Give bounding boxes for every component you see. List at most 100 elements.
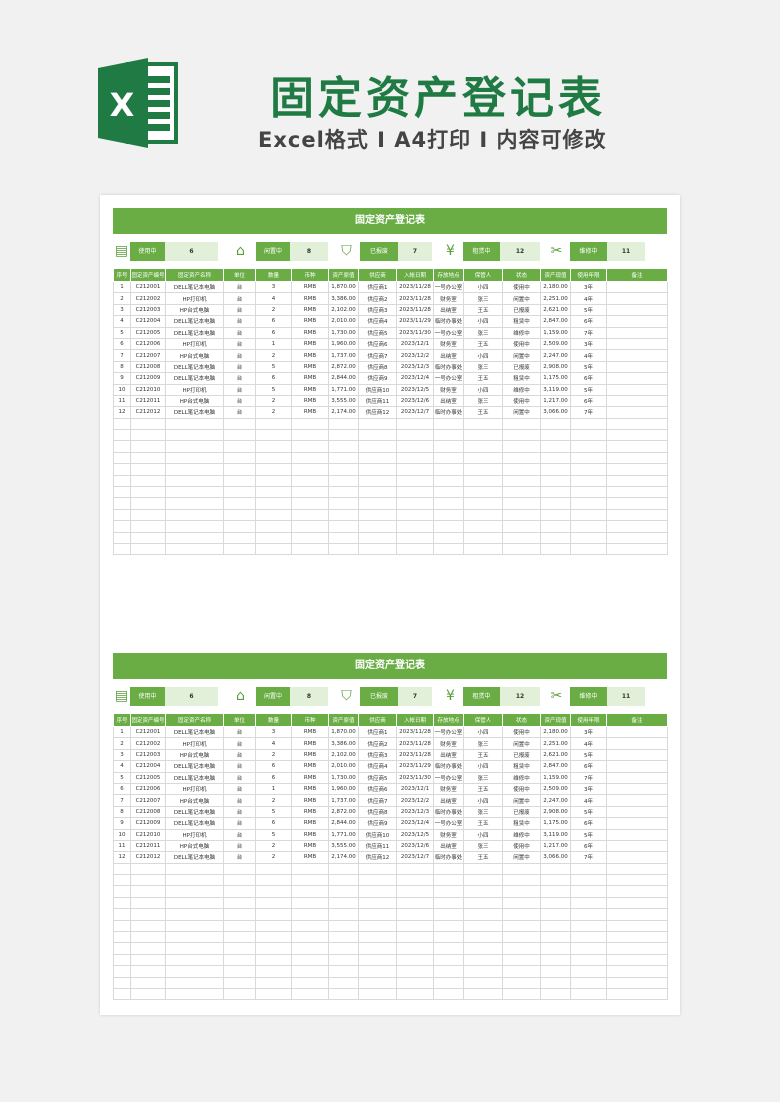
table-cell[interactable] bbox=[606, 805, 668, 819]
table-cell[interactable]: 4年 bbox=[570, 794, 607, 807]
table-cell[interactable] bbox=[291, 451, 329, 465]
table-cell[interactable]: RMB bbox=[291, 383, 329, 396]
table-cell[interactable]: 5年 bbox=[570, 360, 607, 374]
table-cell[interactable] bbox=[358, 417, 397, 431]
table-cell[interactable] bbox=[130, 417, 166, 431]
table-cell[interactable] bbox=[606, 394, 668, 408]
table-cell[interactable]: 出纳室 bbox=[433, 394, 464, 408]
table-cell[interactable]: 租赁中 bbox=[502, 817, 541, 830]
table-cell[interactable] bbox=[433, 542, 464, 556]
table-cell[interactable] bbox=[223, 885, 256, 898]
table-cell[interactable] bbox=[433, 919, 464, 933]
table-cell[interactable]: 7年 bbox=[570, 326, 607, 339]
table-cell[interactable] bbox=[606, 839, 668, 853]
table-cell[interactable] bbox=[130, 451, 166, 465]
table-cell[interactable]: 2 bbox=[113, 292, 131, 305]
table-cell[interactable]: DELL笔记本电脑 bbox=[165, 851, 224, 864]
table-cell[interactable]: 3 bbox=[255, 725, 292, 739]
table-cell[interactable] bbox=[463, 976, 503, 990]
table-cell[interactable] bbox=[113, 874, 131, 887]
table-cell[interactable] bbox=[433, 931, 464, 944]
table-cell[interactable] bbox=[358, 919, 397, 933]
table-cell[interactable]: 小四 bbox=[463, 794, 503, 807]
table-cell[interactable] bbox=[328, 896, 359, 910]
table-cell[interactable] bbox=[223, 862, 256, 876]
table-cell[interactable]: C212001 bbox=[130, 725, 166, 739]
table-cell[interactable] bbox=[540, 874, 571, 887]
table-cell[interactable]: 7年 bbox=[570, 851, 607, 864]
table-cell[interactable] bbox=[165, 440, 224, 453]
table-cell[interactable] bbox=[463, 497, 503, 510]
table-cell[interactable] bbox=[570, 953, 607, 967]
table-cell[interactable]: 7 bbox=[113, 794, 131, 807]
table-cell[interactable] bbox=[130, 486, 166, 499]
table-cell[interactable]: 4年 bbox=[570, 737, 607, 750]
table-cell[interactable]: 5 bbox=[255, 805, 292, 819]
table-cell[interactable] bbox=[540, 965, 571, 978]
table-cell[interactable]: 1,175.00 bbox=[540, 372, 571, 385]
table-cell[interactable] bbox=[130, 965, 166, 978]
table-cell[interactable]: 2,247.00 bbox=[540, 349, 571, 362]
table-cell[interactable] bbox=[433, 874, 464, 887]
table-cell[interactable]: 台 bbox=[223, 760, 256, 773]
table-cell[interactable] bbox=[463, 440, 503, 453]
table-cell[interactable]: 3,386.00 bbox=[328, 292, 359, 305]
table-cell[interactable]: 财务室 bbox=[433, 383, 464, 396]
table-cell[interactable] bbox=[165, 942, 224, 955]
table-cell[interactable] bbox=[165, 862, 224, 876]
table-cell[interactable] bbox=[358, 497, 397, 510]
table-cell[interactable] bbox=[463, 862, 503, 876]
table-cell[interactable]: HP打印机 bbox=[165, 782, 224, 796]
table-cell[interactable]: 小四 bbox=[463, 383, 503, 396]
table-cell[interactable] bbox=[130, 919, 166, 933]
table-cell[interactable] bbox=[463, 908, 503, 921]
table-cell[interactable] bbox=[255, 429, 292, 442]
table-cell[interactable]: 供应商11 bbox=[358, 839, 397, 853]
table-cell[interactable] bbox=[606, 725, 668, 739]
table-cell[interactable]: 2,102.00 bbox=[328, 748, 359, 762]
table-cell[interactable]: 3年 bbox=[570, 782, 607, 796]
table-cell[interactable] bbox=[396, 874, 434, 887]
table-cell[interactable] bbox=[255, 531, 292, 545]
table-cell[interactable]: 3,555.00 bbox=[328, 394, 359, 408]
table-cell[interactable]: 2,251.00 bbox=[540, 737, 571, 750]
table-cell[interactable] bbox=[606, 486, 668, 499]
table-cell[interactable] bbox=[130, 987, 166, 1001]
table-cell[interactable] bbox=[255, 987, 292, 1001]
table-cell[interactable]: 6年 bbox=[570, 394, 607, 408]
table-cell[interactable] bbox=[570, 429, 607, 442]
table-cell[interactable] bbox=[165, 987, 224, 1001]
table-cell[interactable] bbox=[396, 908, 434, 921]
table-cell[interactable] bbox=[570, 486, 607, 499]
table-cell[interactable]: 2 bbox=[255, 303, 292, 317]
table-cell[interactable] bbox=[540, 508, 571, 522]
table-cell[interactable]: HP台式电脑 bbox=[165, 303, 224, 317]
table-cell[interactable]: 供应商12 bbox=[358, 851, 397, 864]
table-cell[interactable] bbox=[502, 862, 541, 876]
table-cell[interactable]: 供应商5 bbox=[358, 326, 397, 339]
table-cell[interactable]: 1,771.00 bbox=[328, 828, 359, 841]
table-cell[interactable]: 张三 bbox=[463, 839, 503, 853]
table-cell[interactable] bbox=[255, 965, 292, 978]
column-header[interactable]: 使用年限 bbox=[570, 268, 607, 282]
table-cell[interactable]: RMB bbox=[291, 406, 329, 419]
table-cell[interactable] bbox=[113, 451, 131, 465]
table-cell[interactable] bbox=[502, 497, 541, 510]
table-cell[interactable] bbox=[540, 896, 571, 910]
table-cell[interactable] bbox=[328, 953, 359, 967]
table-cell[interactable] bbox=[606, 817, 668, 830]
table-cell[interactable]: RMB bbox=[291, 794, 329, 807]
table-cell[interactable]: 1,870.00 bbox=[328, 725, 359, 739]
table-cell[interactable] bbox=[570, 474, 607, 488]
table-cell[interactable]: 5 bbox=[255, 828, 292, 841]
table-cell[interactable] bbox=[433, 942, 464, 955]
table-cell[interactable] bbox=[570, 965, 607, 978]
table-cell[interactable]: 2023/11/28 bbox=[396, 303, 434, 317]
table-cell[interactable]: 王五 bbox=[463, 851, 503, 864]
table-cell[interactable]: 供应商4 bbox=[358, 315, 397, 328]
table-cell[interactable]: 3年 bbox=[570, 337, 607, 351]
table-cell[interactable]: 一号办公室 bbox=[433, 372, 464, 385]
table-cell[interactable] bbox=[358, 908, 397, 921]
table-cell[interactable] bbox=[291, 874, 329, 887]
table-cell[interactable]: 闲置中 bbox=[502, 292, 541, 305]
